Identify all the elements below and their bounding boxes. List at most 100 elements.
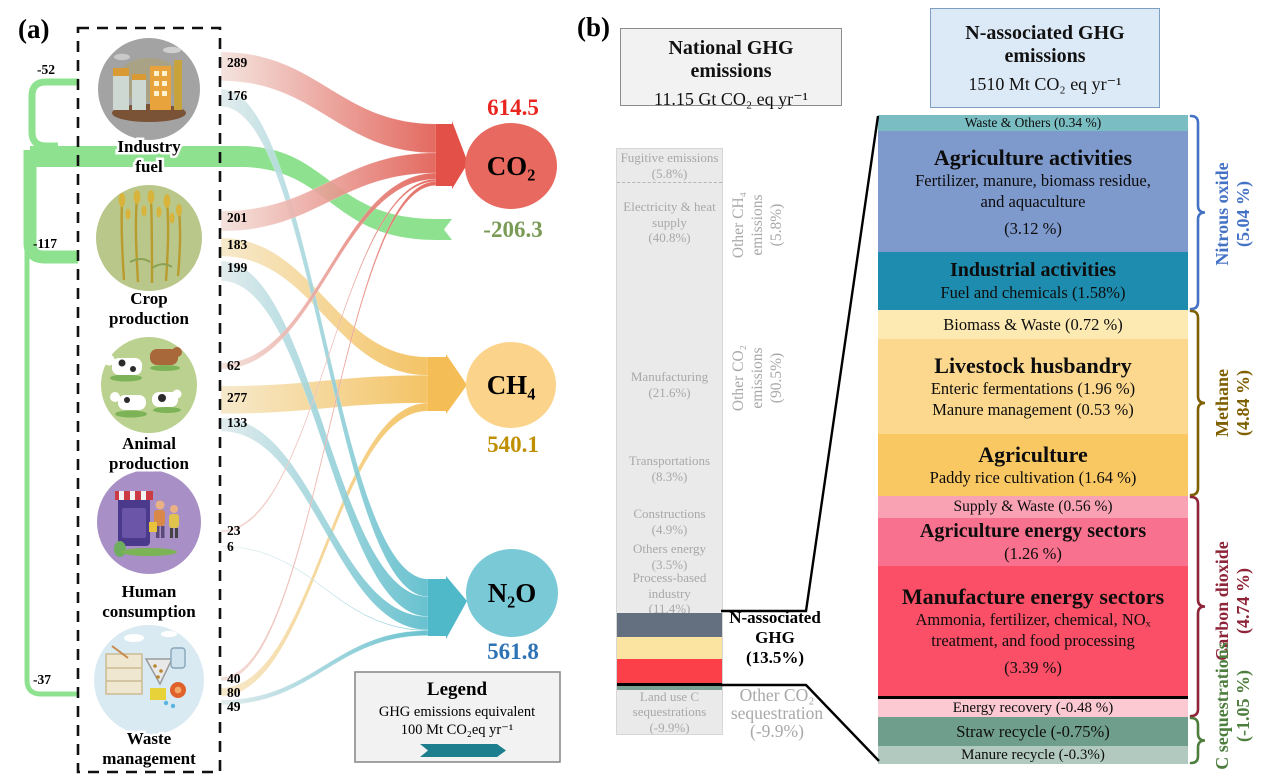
n2o-arrow-head	[446, 576, 467, 639]
flow-animal-ch4	[220, 375, 429, 414]
nassoc-segment-text: Straw recycle (-0.75%)	[956, 721, 1110, 741]
flow-value-human-n2o: 6	[227, 539, 234, 554]
gas-group-brace	[1189, 309, 1206, 497]
national-segment-label: Others energy (3.5%)	[632, 541, 707, 572]
national-header-subtitle: 11.15 Gt CO₂ eq yr⁻¹	[654, 89, 808, 109]
nassoc-segment-supply-waste-0-56: Supply & Waste (0.56 %)	[878, 496, 1188, 518]
flow-value-crop-co2: 201	[227, 210, 248, 225]
nassoc-segment-text: Biomass & Waste (0.72 %)	[943, 314, 1123, 334]
nassoc-segment-text: Waste & Others (0.34 %)	[964, 115, 1102, 130]
flow-value-human-co2: 23	[227, 523, 241, 538]
return-value-industry: -52	[37, 62, 55, 77]
nassoc-segment-text: Energy recovery (-0.48 %)	[952, 700, 1114, 716]
national-bar-group-label: Other CH₄ emissions (5.8%)	[729, 191, 785, 259]
n-associated-emissions-bar: Waste & Others (0.34 %) Agriculture activ…	[878, 115, 1188, 764]
sector-box	[76, 26, 222, 774]
sankey-panel: Industry fuel Crop production Animal pro…	[18, 14, 561, 774]
nassoc-segment-title: Livestock husbandry	[934, 353, 1132, 378]
national-emissions-bar: Fugitive emissions (5.8%) Electricity & he…	[616, 148, 723, 735]
flow-value-waste-co2: 40	[227, 671, 241, 686]
gas-nodes: CO₂ 614.5 -206.3 CH₄ 540.1 N₂O 561.8	[465, 95, 558, 664]
waste-plant-icon	[94, 625, 204, 735]
return-value-crop: -117	[33, 236, 57, 251]
nassoc-segment-livestock-husbandry: Livestock husbandry Enteric fermentations…	[878, 339, 1188, 434]
n2o-symbol: N₂O	[488, 578, 537, 608]
nassoc-segment-straw-recycle-0-75: Straw recycle (-0.75%)	[878, 717, 1188, 746]
national-segment-label: Fugitive emissions (5.8%)	[620, 150, 719, 181]
co2-symbol: CO₂	[487, 151, 536, 181]
national-header-box: National GHG emissions 11.15 Gt CO₂ eq y…	[620, 28, 842, 109]
shopping-icon	[97, 470, 201, 574]
nassoc-segment-waste-others-0-34: Waste & Others (0.34 %)	[878, 115, 1188, 131]
nassoc-segment-subtext: (1.26 %)	[1004, 544, 1062, 563]
ch4-arrow-head	[446, 354, 467, 414]
nassoc-segment-agriculture-energy-sectors: Agriculture energy sectors (1.26 %)	[878, 518, 1188, 566]
ch4-total: 540.1	[487, 432, 539, 457]
legend-title: Legend	[427, 679, 488, 700]
sector-label-human: Human	[122, 582, 177, 601]
flow-value-animal-co2: 62	[227, 358, 241, 373]
national-segment-label: Process-based industry (11.4%)	[632, 570, 707, 616]
national-bar-segment-zero-line	[617, 683, 722, 686]
nassoc-segment-subtext: Paddy rice cultivation (1.64 %)	[929, 468, 1137, 487]
gas-arrows	[428, 121, 468, 639]
flow-value-industry-co2: 289	[227, 55, 248, 70]
nassoc-segment-subtext: Enteric fermentations (1.96 %)	[930, 379, 1136, 398]
nassoc-header-title: N-associated GHG	[965, 22, 1125, 44]
sequestration-arrow-tail	[436, 219, 452, 240]
nassoc-segment-text: Supply & Waste (0.56 %)	[953, 498, 1113, 515]
nassoc-segment-agriculture-activities: Agriculture activities Fertilizer, manure…	[878, 131, 1188, 252]
fugitive-divider-line	[617, 182, 722, 183]
co2-arrow-head	[452, 121, 468, 189]
national-segment-label: Electricity & heat supply (40.8%)	[623, 199, 716, 245]
sequestration-branch-waste	[24, 160, 78, 697]
sector-label-industry: Industry	[117, 137, 181, 156]
national-bar-group-label: Other CO₂ emissions (90.5%)	[729, 344, 785, 412]
nassoc-segment-subtext: (3.39 %)	[1004, 658, 1062, 677]
ch4-symbol: CH₄	[487, 370, 536, 400]
national-bar-segment-n-associated-co2	[617, 659, 722, 683]
nassoc-header-subtitle: 1510 Mt CO₂ eq yr⁻¹	[968, 74, 1122, 94]
flow-value-waste-n2o: 49	[227, 699, 241, 714]
national-bar-segment-n-associated-n2o	[617, 613, 722, 637]
flow-value-industry-n2o: 176	[227, 88, 248, 103]
legend-line2: 100 Mt CO₂eq yr⁻¹	[401, 722, 514, 738]
national-header-title: National GHG	[668, 37, 794, 59]
sequestration-branch-industry	[28, 78, 78, 150]
sector-label-crop: Crop	[130, 289, 167, 308]
nassoc-segment-title: Agriculture activities	[933, 144, 1133, 170]
nassoc-segment-title: Agriculture	[978, 442, 1088, 467]
sequestration-flows	[23, 78, 452, 697]
n2o-node	[466, 549, 558, 637]
nassoc-segment-subtext: treatment, and food processing	[931, 631, 1135, 650]
nassoc-segment-text: Manure recycle (-0.3%)	[961, 747, 1105, 763]
sector-label-human-2: consumption	[102, 602, 196, 621]
nassoc-header-title-2: emissions	[1004, 45, 1086, 67]
national-bar-segment-n-associated-seq	[617, 686, 722, 690]
nassoc-segment-subtext: and aquaculture	[980, 191, 1086, 211]
legend-box: Legend GHG emissions equivalent 100 Mt C…	[354, 671, 561, 763]
sector-label-animal: Animal	[122, 434, 176, 453]
co2-sequestration-total: -206.3	[483, 217, 542, 242]
flow-crop-ch4	[220, 237, 429, 376]
national-segment-label: Constructions (4.9%)	[633, 506, 706, 537]
nassoc-segment-title: Manufacture energy sectors	[901, 584, 1165, 609]
nassoc-segment-subtext: Manure management (0.53 %)	[932, 400, 1134, 419]
national-segment-label: Transportations (8.3%)	[628, 453, 711, 484]
national-bar-group-label: N-associated GHG (13.5%)	[729, 608, 821, 667]
national-bar-group-label: Other CO₂ sequestration (-9.9%)	[730, 685, 824, 741]
nassoc-segment-zero-line	[878, 696, 1188, 699]
flow-industry-co2	[220, 51, 437, 154]
wheat-icon	[96, 185, 202, 291]
sector-label-crop-2: production	[109, 309, 190, 328]
sequestration-band	[30, 146, 436, 240]
flow-ribbons	[220, 51, 437, 706]
cattle-icon	[101, 337, 197, 433]
flow-value-animal-n2o: 133	[227, 415, 248, 430]
panel-b-label: (b)	[577, 12, 610, 42]
gas-group-brace	[1189, 114, 1206, 311]
national-bar-segment-n-associated-ch4	[617, 637, 722, 659]
